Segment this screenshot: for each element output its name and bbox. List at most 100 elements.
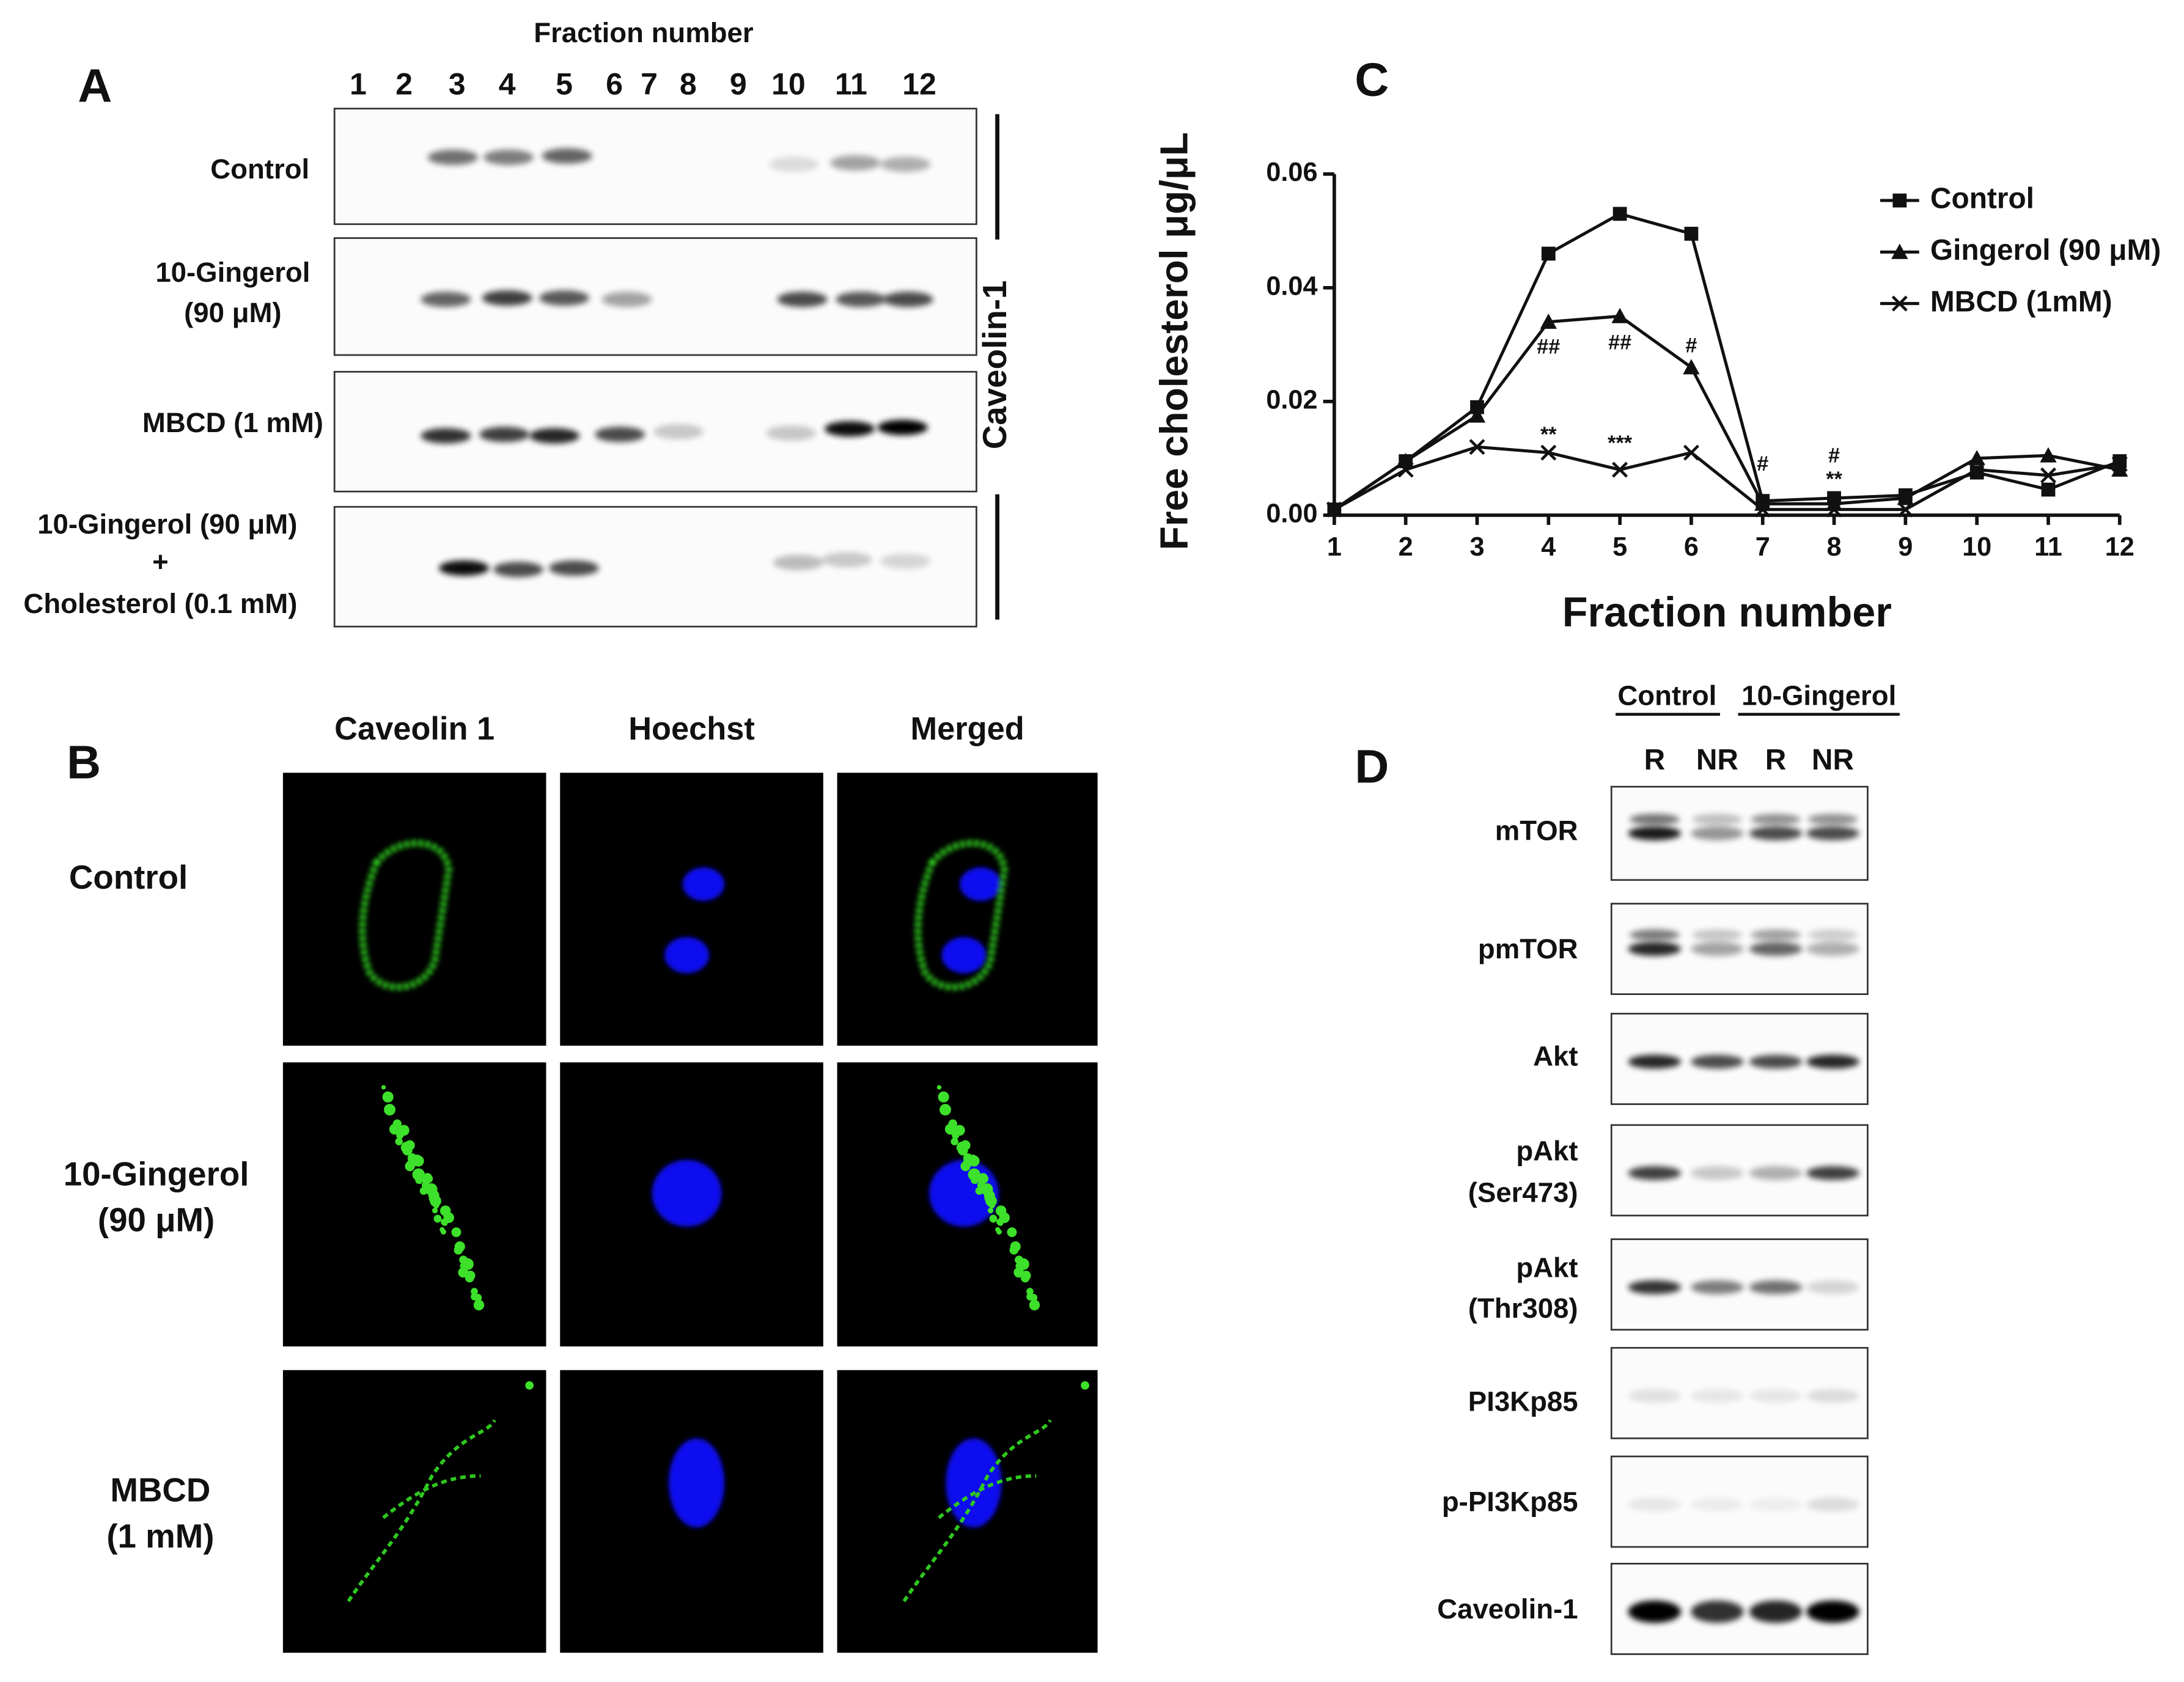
marker: [2040, 467, 2056, 483]
row-label: +: [152, 546, 169, 578]
band: [1806, 1389, 1859, 1403]
marker: [1897, 490, 1914, 505]
band: [1628, 1497, 1682, 1511]
green-dot: [984, 1190, 995, 1202]
marker: [1468, 407, 1486, 423]
green-dot: [465, 1273, 474, 1283]
panel-label: D: [1355, 740, 1389, 793]
x-tick-label: 2: [1399, 532, 1413, 562]
column-header: Caveolin 1: [334, 711, 495, 747]
y-tick-label: 0.04: [1266, 271, 1317, 301]
band: [1749, 1389, 1803, 1403]
nucleus: [960, 867, 1002, 901]
x-tick-label: 6: [1684, 532, 1699, 562]
band: [1691, 1600, 1744, 1623]
green-dot: [381, 1085, 386, 1090]
row-label: (90 μM): [98, 1202, 215, 1239]
green-dot: [460, 1263, 466, 1269]
green-dot: [384, 1104, 396, 1116]
marker: [2040, 447, 2057, 463]
row-label: Control: [210, 153, 309, 185]
band: [539, 290, 590, 306]
micrograph: [560, 773, 823, 1046]
lane-number: 1: [350, 67, 367, 101]
green-dot: [395, 1137, 403, 1145]
nucleus: [664, 937, 710, 974]
band: [877, 419, 928, 435]
marker: [2111, 456, 2128, 472]
series-line: [1333, 212, 2120, 511]
lane-number: 12: [902, 67, 936, 101]
green-dot: [938, 1091, 949, 1103]
band: [1807, 929, 1858, 941]
annotation: **: [1826, 468, 1842, 491]
green-dot: [412, 1168, 425, 1181]
row-label: pmTOR: [1478, 933, 1578, 964]
band: [549, 560, 600, 576]
lane-number: 11: [835, 67, 867, 101]
x-tick-label: 1: [1327, 532, 1342, 562]
band: [427, 149, 478, 165]
band: [1749, 1497, 1803, 1511]
lane-label: NR: [1696, 744, 1738, 776]
band: [1628, 1280, 1682, 1295]
band: [1691, 1054, 1744, 1069]
marker: [1540, 313, 1557, 329]
x-tick-label: 8: [1827, 532, 1842, 562]
lane-number: 4: [499, 67, 516, 101]
green-dot: [451, 1227, 461, 1238]
band: [1807, 813, 1858, 825]
band: [1628, 1054, 1682, 1069]
row-label: MBCD: [110, 1472, 210, 1509]
annotation: ***: [1608, 432, 1633, 455]
green-dot: [1015, 1255, 1023, 1265]
x-tick-label: 11: [2034, 532, 2062, 562]
band: [836, 292, 886, 307]
micrograph: [282, 773, 546, 1046]
band: [1806, 1600, 1859, 1623]
green-dot: [459, 1255, 468, 1265]
band: [1749, 1166, 1803, 1180]
annotation: **: [1540, 423, 1557, 446]
group-label: 10-Gingerol: [1741, 680, 1896, 711]
group-label: Control: [1617, 680, 1716, 711]
lane-number: 6: [606, 67, 623, 101]
lane-label: R: [1644, 744, 1666, 776]
cell-outline: [902, 1419, 1052, 1603]
band: [883, 292, 933, 307]
green-dot: [989, 1214, 998, 1223]
band: [1806, 1497, 1859, 1511]
marker: [1397, 461, 1414, 478]
lane-label: R: [1765, 744, 1787, 776]
marker: [2041, 482, 2056, 497]
green-dot: [999, 1212, 1010, 1224]
lane-number: 7: [641, 67, 658, 101]
green-dot: [1007, 1227, 1017, 1238]
annotation: ##: [1608, 331, 1631, 354]
band: [1691, 1389, 1744, 1403]
legend-marker: [1891, 295, 1908, 312]
green-dot: [392, 1119, 402, 1128]
x-tick-label: 10: [1962, 532, 1991, 562]
band: [773, 554, 823, 570]
row-label: Akt: [1533, 1040, 1578, 1071]
green-dot: [948, 1119, 957, 1128]
band: [1749, 826, 1803, 840]
band: [1749, 1280, 1803, 1295]
band: [1806, 942, 1859, 956]
marker: [2111, 461, 2128, 477]
green-dot: [473, 1299, 485, 1311]
row-label: 10-Gingerol (90 μM): [37, 509, 297, 540]
green-dot: [1026, 1293, 1034, 1301]
lane-number: 8: [680, 67, 697, 101]
row-label: (Ser473): [1468, 1177, 1578, 1208]
band: [1628, 1389, 1682, 1403]
band: [825, 421, 875, 437]
annotation: #: [1757, 452, 1768, 476]
legend-label: MBCD (1mM): [1930, 285, 2112, 318]
marker: [1969, 461, 1985, 478]
green-dot: [406, 1143, 414, 1150]
band: [1691, 1166, 1744, 1180]
